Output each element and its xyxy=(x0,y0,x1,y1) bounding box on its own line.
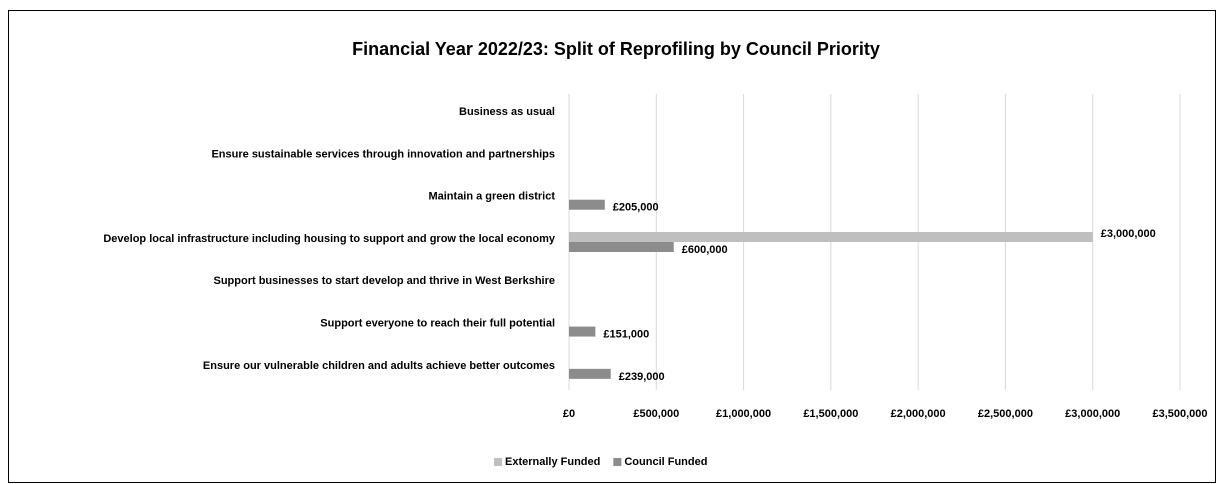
category-label: Ensure our vulnerable children and adult… xyxy=(203,360,555,372)
x-tick-label: £3,000,000 xyxy=(1065,408,1120,420)
category-label: Develop local infrastructure including h… xyxy=(103,233,556,245)
category-label: Support businesses to start develop and … xyxy=(214,275,556,287)
x-tick-label: £2,000,000 xyxy=(891,408,946,420)
data-label: £151,000 xyxy=(603,328,649,340)
legend-swatch xyxy=(613,458,622,466)
category-label: Business as usual xyxy=(459,106,555,118)
data-label: £205,000 xyxy=(613,202,659,214)
data-label: £600,000 xyxy=(682,244,728,256)
bar xyxy=(569,326,596,337)
x-tick-label: £1,000,000 xyxy=(716,408,771,420)
x-tick-label: £0 xyxy=(563,408,575,420)
x-tick-label: £1,500,000 xyxy=(803,408,858,420)
bar xyxy=(569,242,674,252)
data-label: £239,000 xyxy=(619,371,665,383)
x-tick-label: £3,500,000 xyxy=(1152,408,1207,420)
bar xyxy=(569,368,611,379)
data-label: £3,000,000 xyxy=(1101,228,1156,240)
legend-label: Council Funded xyxy=(624,456,707,468)
category-label: Maintain a green district xyxy=(428,191,555,203)
chart-title: Financial Year 2022/23: Split of Reprofi… xyxy=(352,39,880,59)
x-tick-label: £2,500,000 xyxy=(978,408,1033,420)
category-label: Support everyone to reach their full pot… xyxy=(320,317,555,329)
legend-swatch xyxy=(494,458,502,466)
bar xyxy=(569,232,1093,242)
category-label: Ensure sustainable services through inno… xyxy=(211,148,555,160)
legend-label: Externally Funded xyxy=(505,456,600,468)
bar xyxy=(569,199,605,210)
x-tick-label: £500,000 xyxy=(633,408,679,420)
